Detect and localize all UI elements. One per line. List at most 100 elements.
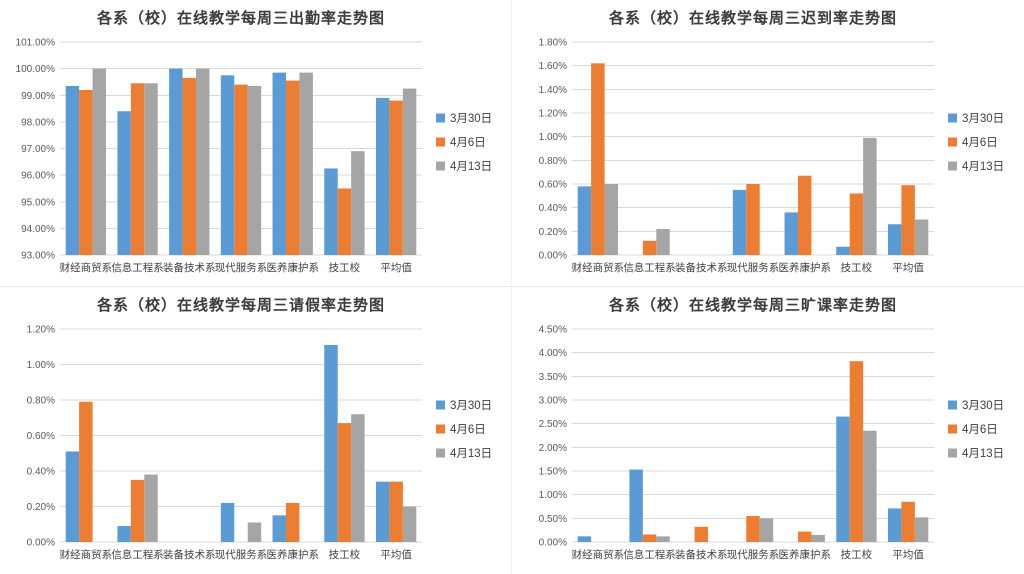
y-tick-label: 0.00% — [539, 251, 567, 262]
y-tick-label: 100.00% — [16, 64, 56, 75]
y-tick-label: 1.50% — [539, 467, 567, 478]
bar — [130, 83, 145, 255]
bar — [351, 151, 365, 255]
bar — [849, 361, 864, 542]
bar — [797, 531, 812, 542]
legend-swatch — [436, 137, 445, 147]
bar — [247, 522, 262, 542]
x-category-label: 平均值 — [892, 261, 924, 274]
bar — [642, 534, 657, 542]
y-tick-label: 1.20% — [539, 109, 567, 120]
bar — [272, 72, 286, 256]
bar — [402, 506, 417, 542]
x-category-label: 技工校 — [841, 261, 873, 274]
bar — [247, 85, 262, 256]
bar — [901, 501, 915, 542]
chart-canvas-absence: 0.00% 0.50% 1.00% 1.50% 2.00% 2.50% 3.00% 3.50%… — [539, 325, 1005, 562]
bar — [836, 416, 850, 542]
bar — [694, 526, 709, 542]
bar — [759, 518, 774, 542]
bar — [591, 63, 605, 255]
x-category-label: 医养康护系 — [778, 548, 831, 561]
y-tick-label: 0.80% — [539, 156, 567, 167]
bar — [375, 481, 390, 542]
legend-label: 3月30日 — [962, 400, 1004, 412]
bar — [629, 469, 643, 542]
bar — [863, 430, 877, 542]
bar — [272, 515, 286, 542]
y-tick-label: 1.00% — [539, 132, 567, 143]
y-tick-label: 98.00% — [21, 117, 55, 128]
x-category-label: 医养康护系 — [266, 548, 319, 561]
chart-title: 各系（校）在线教学每周三迟到率走势图 — [608, 10, 897, 27]
bar — [324, 168, 338, 255]
chart-canvas-leave: 0.00% 0.20% 0.40% 0.60% 0.80% 1.00% 1.20% 财经商贸系… — [27, 325, 493, 562]
legend-swatch — [948, 161, 957, 171]
chart-title: 各系（校）在线教学每周三出勤率走势图 — [96, 10, 385, 27]
bar — [285, 80, 300, 255]
legend-label: 4月13日 — [450, 448, 492, 460]
y-tick-label: 0.60% — [27, 431, 55, 442]
bar — [117, 111, 131, 255]
x-category-label: 平均值 — [380, 548, 412, 561]
legend-label: 4月13日 — [962, 448, 1004, 460]
x-category-label: 信息工程系 — [111, 261, 164, 274]
x-category-label: 装备技术系 — [675, 261, 728, 274]
legend-label: 3月30日 — [450, 113, 492, 125]
bar — [577, 186, 592, 255]
y-tick-label: 0.80% — [27, 396, 55, 407]
bar — [92, 68, 107, 255]
bar — [375, 97, 390, 255]
bar — [65, 85, 80, 256]
x-category-label: 装备技术系 — [163, 548, 216, 561]
legend-swatch — [948, 113, 957, 123]
x-category-label: 技工校 — [841, 548, 873, 561]
y-tick-label: 2.50% — [539, 419, 567, 430]
bar — [849, 193, 864, 255]
bar — [887, 508, 902, 542]
x-category-label: 财经商贸系 — [60, 261, 113, 274]
legend-swatch — [948, 400, 957, 410]
x-category-label: 平均值 — [892, 548, 924, 561]
x-category-label: 医养康护系 — [266, 261, 319, 274]
y-tick-label: 3.50% — [539, 372, 567, 383]
chart-late-rate: 各系（校）在线教学每周三迟到率走势图 0.00% 0.20% 0.40% 0.60% 0… — [512, 0, 1024, 287]
x-category-label: 现代服务系 — [727, 261, 780, 274]
bar — [220, 502, 235, 542]
legend-swatch — [436, 113, 445, 123]
x-category-label: 信息工程系 — [111, 548, 164, 561]
x-category-label: 现代服务系 — [215, 261, 268, 274]
bar — [196, 68, 210, 255]
bar — [914, 219, 929, 255]
bar — [351, 414, 365, 542]
y-tick-label: 93.00% — [21, 251, 55, 262]
y-tick-label: 94.00% — [21, 224, 55, 235]
bar — [144, 474, 158, 542]
x-category-label: 现代服务系 — [727, 548, 780, 561]
chart-title: 各系（校）在线教学每周三旷课率走势图 — [608, 297, 897, 314]
y-tick-label: 1.60% — [539, 61, 567, 72]
y-tick-label: 99.00% — [21, 91, 55, 102]
x-category-label: 技工校 — [329, 548, 361, 561]
legend-label: 4月6日 — [450, 424, 486, 436]
y-tick-label: 4.50% — [539, 325, 567, 336]
y-tick-label: 1.20% — [27, 325, 55, 336]
x-category-label: 技工校 — [329, 261, 361, 274]
bar — [65, 451, 80, 542]
y-tick-label: 0.60% — [539, 180, 567, 191]
y-tick-label: 96.00% — [21, 171, 55, 182]
bar — [577, 536, 592, 542]
chart-leave-rate: 各系（校）在线教学每周三请假率走势图 0.00% 0.20% 0.40% 0.60% 0… — [0, 287, 512, 574]
chart-absence-rate: 各系（校）在线教学每周三旷课率走势图 0.00% 0.50% 1.00% 1.50% 2… — [512, 287, 1024, 574]
bar — [604, 184, 619, 255]
legend-label: 4月13日 — [962, 161, 1004, 173]
x-category-label: 装备技术系 — [163, 261, 216, 274]
y-tick-label: 3.00% — [539, 396, 567, 407]
bar — [130, 479, 145, 542]
x-category-label: 信息工程系 — [623, 548, 676, 561]
bar — [797, 175, 812, 255]
bar — [811, 534, 825, 542]
bar — [863, 137, 877, 255]
y-tick-label: 0.50% — [539, 514, 567, 525]
